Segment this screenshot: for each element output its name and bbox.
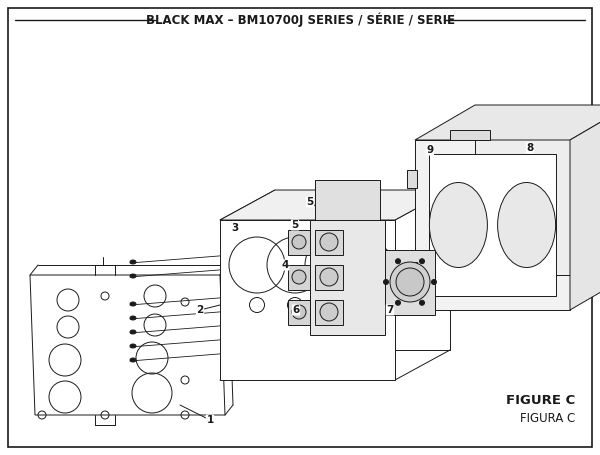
Ellipse shape	[431, 279, 437, 284]
Ellipse shape	[130, 344, 136, 348]
Ellipse shape	[130, 302, 136, 306]
Ellipse shape	[320, 268, 338, 286]
Ellipse shape	[395, 300, 401, 305]
Polygon shape	[570, 105, 600, 310]
Text: 2: 2	[196, 305, 203, 315]
Polygon shape	[288, 265, 310, 290]
Text: 9: 9	[427, 145, 434, 155]
Text: 8: 8	[526, 143, 533, 153]
Polygon shape	[288, 300, 310, 325]
Ellipse shape	[395, 259, 401, 264]
Polygon shape	[310, 220, 385, 335]
Text: 5: 5	[307, 197, 314, 207]
Ellipse shape	[396, 268, 424, 296]
Ellipse shape	[383, 279, 389, 284]
Text: 4: 4	[281, 260, 289, 270]
Ellipse shape	[130, 274, 136, 278]
Polygon shape	[315, 265, 343, 290]
Text: FIGURE C: FIGURE C	[506, 394, 575, 406]
Polygon shape	[450, 130, 490, 140]
Polygon shape	[220, 220, 395, 380]
Ellipse shape	[130, 358, 136, 362]
Polygon shape	[407, 170, 417, 188]
Ellipse shape	[130, 260, 136, 264]
Ellipse shape	[292, 305, 306, 319]
Ellipse shape	[130, 330, 136, 334]
Text: BLACK MAX – BM10700J SERIES / SÉRIE / SERIE: BLACK MAX – BM10700J SERIES / SÉRIE / SE…	[146, 13, 455, 27]
Ellipse shape	[497, 182, 556, 268]
Ellipse shape	[292, 235, 306, 249]
Polygon shape	[288, 230, 310, 255]
Ellipse shape	[419, 300, 425, 305]
Polygon shape	[415, 140, 570, 310]
Ellipse shape	[320, 233, 338, 251]
Polygon shape	[415, 105, 600, 140]
Text: 1: 1	[206, 415, 214, 425]
Text: 5: 5	[292, 220, 299, 230]
Polygon shape	[429, 154, 556, 296]
Polygon shape	[315, 300, 343, 325]
Text: 6: 6	[292, 305, 299, 315]
Text: 7: 7	[386, 305, 394, 315]
Polygon shape	[475, 105, 600, 275]
Ellipse shape	[430, 182, 487, 268]
Text: FIGURA C: FIGURA C	[520, 411, 575, 425]
Ellipse shape	[130, 316, 136, 320]
Ellipse shape	[292, 270, 306, 284]
Polygon shape	[275, 190, 450, 350]
Ellipse shape	[320, 303, 338, 321]
Polygon shape	[407, 262, 417, 280]
Text: 3: 3	[232, 223, 239, 233]
Polygon shape	[220, 190, 450, 220]
Ellipse shape	[390, 262, 430, 302]
Polygon shape	[30, 275, 225, 415]
Ellipse shape	[419, 259, 425, 264]
Polygon shape	[385, 250, 435, 315]
Polygon shape	[315, 230, 343, 255]
Polygon shape	[315, 180, 380, 220]
